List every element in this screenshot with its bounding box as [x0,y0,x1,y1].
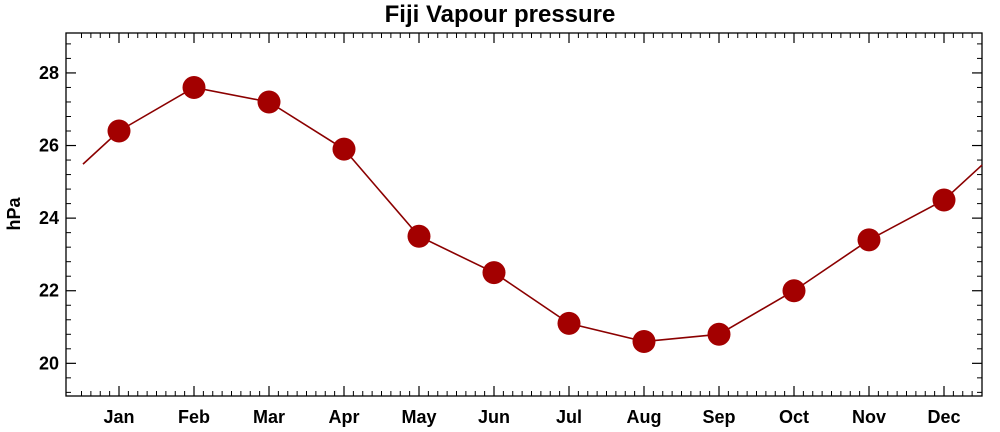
x-tick-label: May [401,407,436,427]
data-point-apr [332,137,356,161]
data-point-may [407,224,431,248]
data-point-aug [632,330,656,354]
major-ticks [66,33,982,396]
data-point-oct [782,279,806,303]
y-tick-label: 20 [39,353,59,373]
plot-frame [65,32,983,397]
x-tick-label: Oct [779,407,809,427]
y-tick-label: 24 [39,208,59,228]
x-tick-label: Nov [852,407,886,427]
data-point-jan [107,119,131,143]
data-point-dec [932,188,956,212]
x-tick-label: Apr [329,407,360,427]
data-point-jun [482,261,506,285]
x-tick-label: Jul [556,407,582,427]
y-tick-label: 28 [39,63,59,83]
x-tick-label: Aug [627,407,662,427]
x-tick-labels: Jan Feb Mar Apr May Jun Jul Aug Sep Oct Nov Dec [103,407,960,427]
x-tick-label: Sep [702,407,735,427]
x-tick-label: Mar [253,407,285,427]
x-tick-label: Jun [478,407,510,427]
data-point-feb [182,75,206,99]
y-tick-label: 26 [39,136,59,156]
y-tick-labels: 20 22 24 26 28 [39,63,59,373]
data-point-jul [557,311,581,335]
x-tick-label: Feb [178,407,210,427]
y-tick-label: 22 [39,281,59,301]
data-point-sep [707,322,731,346]
data-point-nov [857,228,881,252]
x-tick-label: Dec [927,407,960,427]
series-group [82,75,983,354]
data-point-mar [257,90,281,114]
chart-title: Fiji Vapour pressure [384,1,616,28]
y-axis-label: hPa [4,197,24,231]
x-tick-label: Jan [103,407,134,427]
series-line [82,86,983,343]
minor-ticks [66,33,982,396]
